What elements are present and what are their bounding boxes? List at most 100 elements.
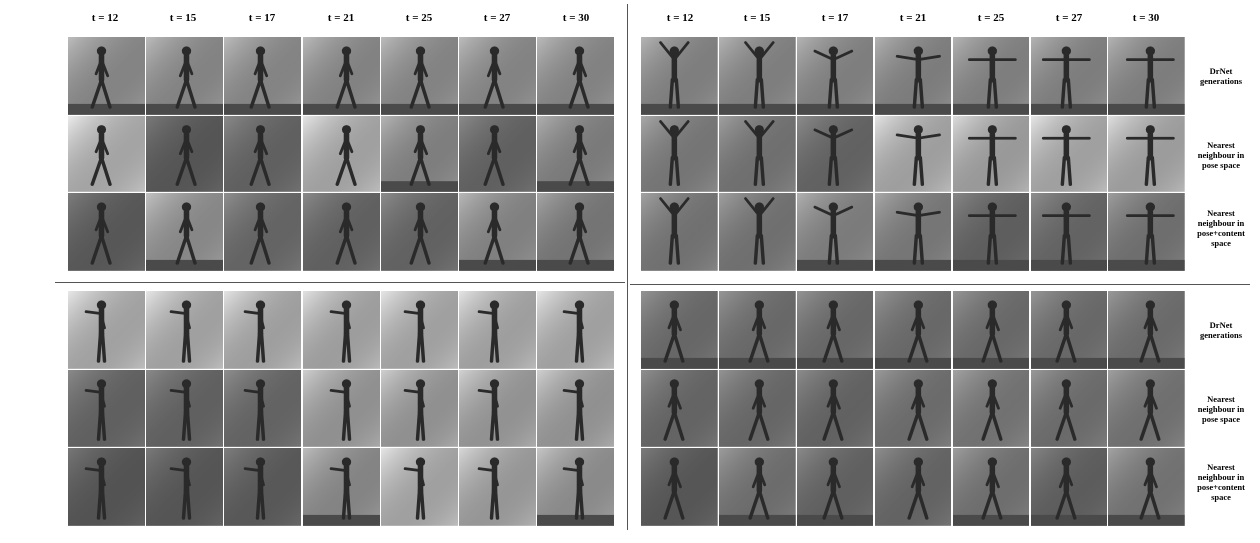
header-t12-right: t = 12 (666, 12, 694, 24)
video-frame (718, 291, 796, 369)
video-frame (302, 370, 380, 447)
video-frame (874, 193, 952, 271)
header-t15-right: t = 15 (743, 12, 771, 24)
horizontal-divider-left (55, 282, 625, 283)
video-frame (146, 448, 224, 526)
video-frame (1030, 116, 1108, 192)
video-frame (874, 116, 952, 192)
video-frame (224, 291, 302, 369)
row-label-line: neighbour in (1197, 472, 1245, 482)
video-frame (146, 116, 224, 192)
video-frame (796, 116, 874, 192)
video-frame (952, 116, 1030, 192)
video-frame (537, 370, 615, 447)
video-frame (1030, 37, 1108, 115)
video-frame (302, 193, 380, 271)
video-frame (537, 193, 615, 271)
header-t21-left: t = 21 (327, 12, 355, 24)
video-frame (146, 370, 224, 447)
video-frame (302, 291, 380, 369)
video-frame (796, 370, 874, 447)
row-label-line: Nearest (1207, 394, 1235, 404)
header-t25-right: t = 25 (977, 12, 1005, 24)
video-frame (641, 37, 718, 115)
video-frame (1030, 291, 1108, 369)
row-label-line: neighbour in (1197, 404, 1245, 414)
video-frame (796, 448, 874, 526)
header-t21-right: t = 21 (899, 12, 927, 24)
video-frame (146, 291, 224, 369)
video-frame (641, 370, 718, 447)
header-t12-left: t = 12 (91, 12, 119, 24)
video-frame (459, 291, 536, 369)
video-frame (1108, 116, 1186, 192)
video-frame (459, 448, 536, 526)
video-frame (1108, 193, 1186, 271)
video-frame (874, 448, 952, 526)
video-frame (874, 291, 952, 369)
row-label-line: Nearest (1207, 140, 1235, 150)
video-frame (380, 116, 458, 192)
video-frame (224, 448, 302, 526)
video-frame (641, 116, 718, 192)
video-frame (537, 37, 615, 115)
row-label-line: space (1211, 238, 1231, 248)
video-frame (718, 370, 796, 447)
video-frame (459, 193, 536, 271)
vertical-divider (627, 4, 628, 530)
video-frame (459, 116, 536, 192)
header-t30-right: t = 30 (1132, 12, 1160, 24)
header-t15-left: t = 15 (169, 12, 197, 24)
row-label-line: pose space (1201, 160, 1240, 170)
video-frame (68, 116, 145, 192)
row-label-line: generations (1199, 330, 1243, 340)
row-label-posecontent-top: Nearest neighbour in pose+content space (1178, 208, 1260, 248)
row-label-line: DrNet (1209, 66, 1233, 76)
video-frame (537, 116, 615, 192)
video-frame (1030, 193, 1108, 271)
row-label-pose-top: Nearest neighbour in pose space (1178, 140, 1260, 170)
header-t30-left: t = 30 (562, 12, 590, 24)
video-frame (874, 370, 952, 447)
row-label-line: pose space (1201, 414, 1240, 424)
video-frame (302, 116, 380, 192)
video-frame (874, 37, 952, 115)
video-frame (952, 448, 1030, 526)
video-frame (952, 291, 1030, 369)
video-frame (952, 37, 1030, 115)
video-frame (796, 291, 874, 369)
video-frame (380, 291, 458, 369)
video-frame (459, 370, 536, 447)
video-frame (1108, 370, 1186, 447)
video-frame (224, 37, 302, 115)
video-frame (641, 448, 718, 526)
video-frame (68, 37, 145, 115)
header-t27-left: t = 27 (483, 12, 511, 24)
header-t17-right: t = 17 (821, 12, 849, 24)
row-label-line: neighbour in (1197, 150, 1245, 160)
video-frame (302, 37, 380, 115)
header-t17-left: t = 17 (248, 12, 276, 24)
video-frame (796, 37, 874, 115)
row-label-line: Nearest (1207, 208, 1235, 218)
video-frame (718, 193, 796, 271)
video-frame (641, 291, 718, 369)
header-t25-left: t = 25 (405, 12, 433, 24)
row-label-line: pose+content (1197, 482, 1245, 492)
row-label-line: neighbour in (1197, 218, 1245, 228)
video-frame (952, 370, 1030, 447)
video-frame (68, 291, 145, 369)
video-frame (146, 37, 224, 115)
video-frame (537, 448, 615, 526)
video-frame (302, 448, 380, 526)
row-label-line: Nearest (1207, 462, 1235, 472)
video-frame (146, 193, 224, 271)
row-label-drnet-top: DrNet generations (1178, 66, 1260, 86)
video-frame (380, 37, 458, 115)
video-frame (459, 37, 536, 115)
row-label-posecontent-bottom: Nearest neighbour in pose+content space (1178, 462, 1260, 502)
video-frame (380, 448, 458, 526)
video-frame (68, 448, 145, 526)
video-frame (796, 193, 874, 271)
row-label-drnet-bottom: DrNet generations (1178, 320, 1260, 340)
